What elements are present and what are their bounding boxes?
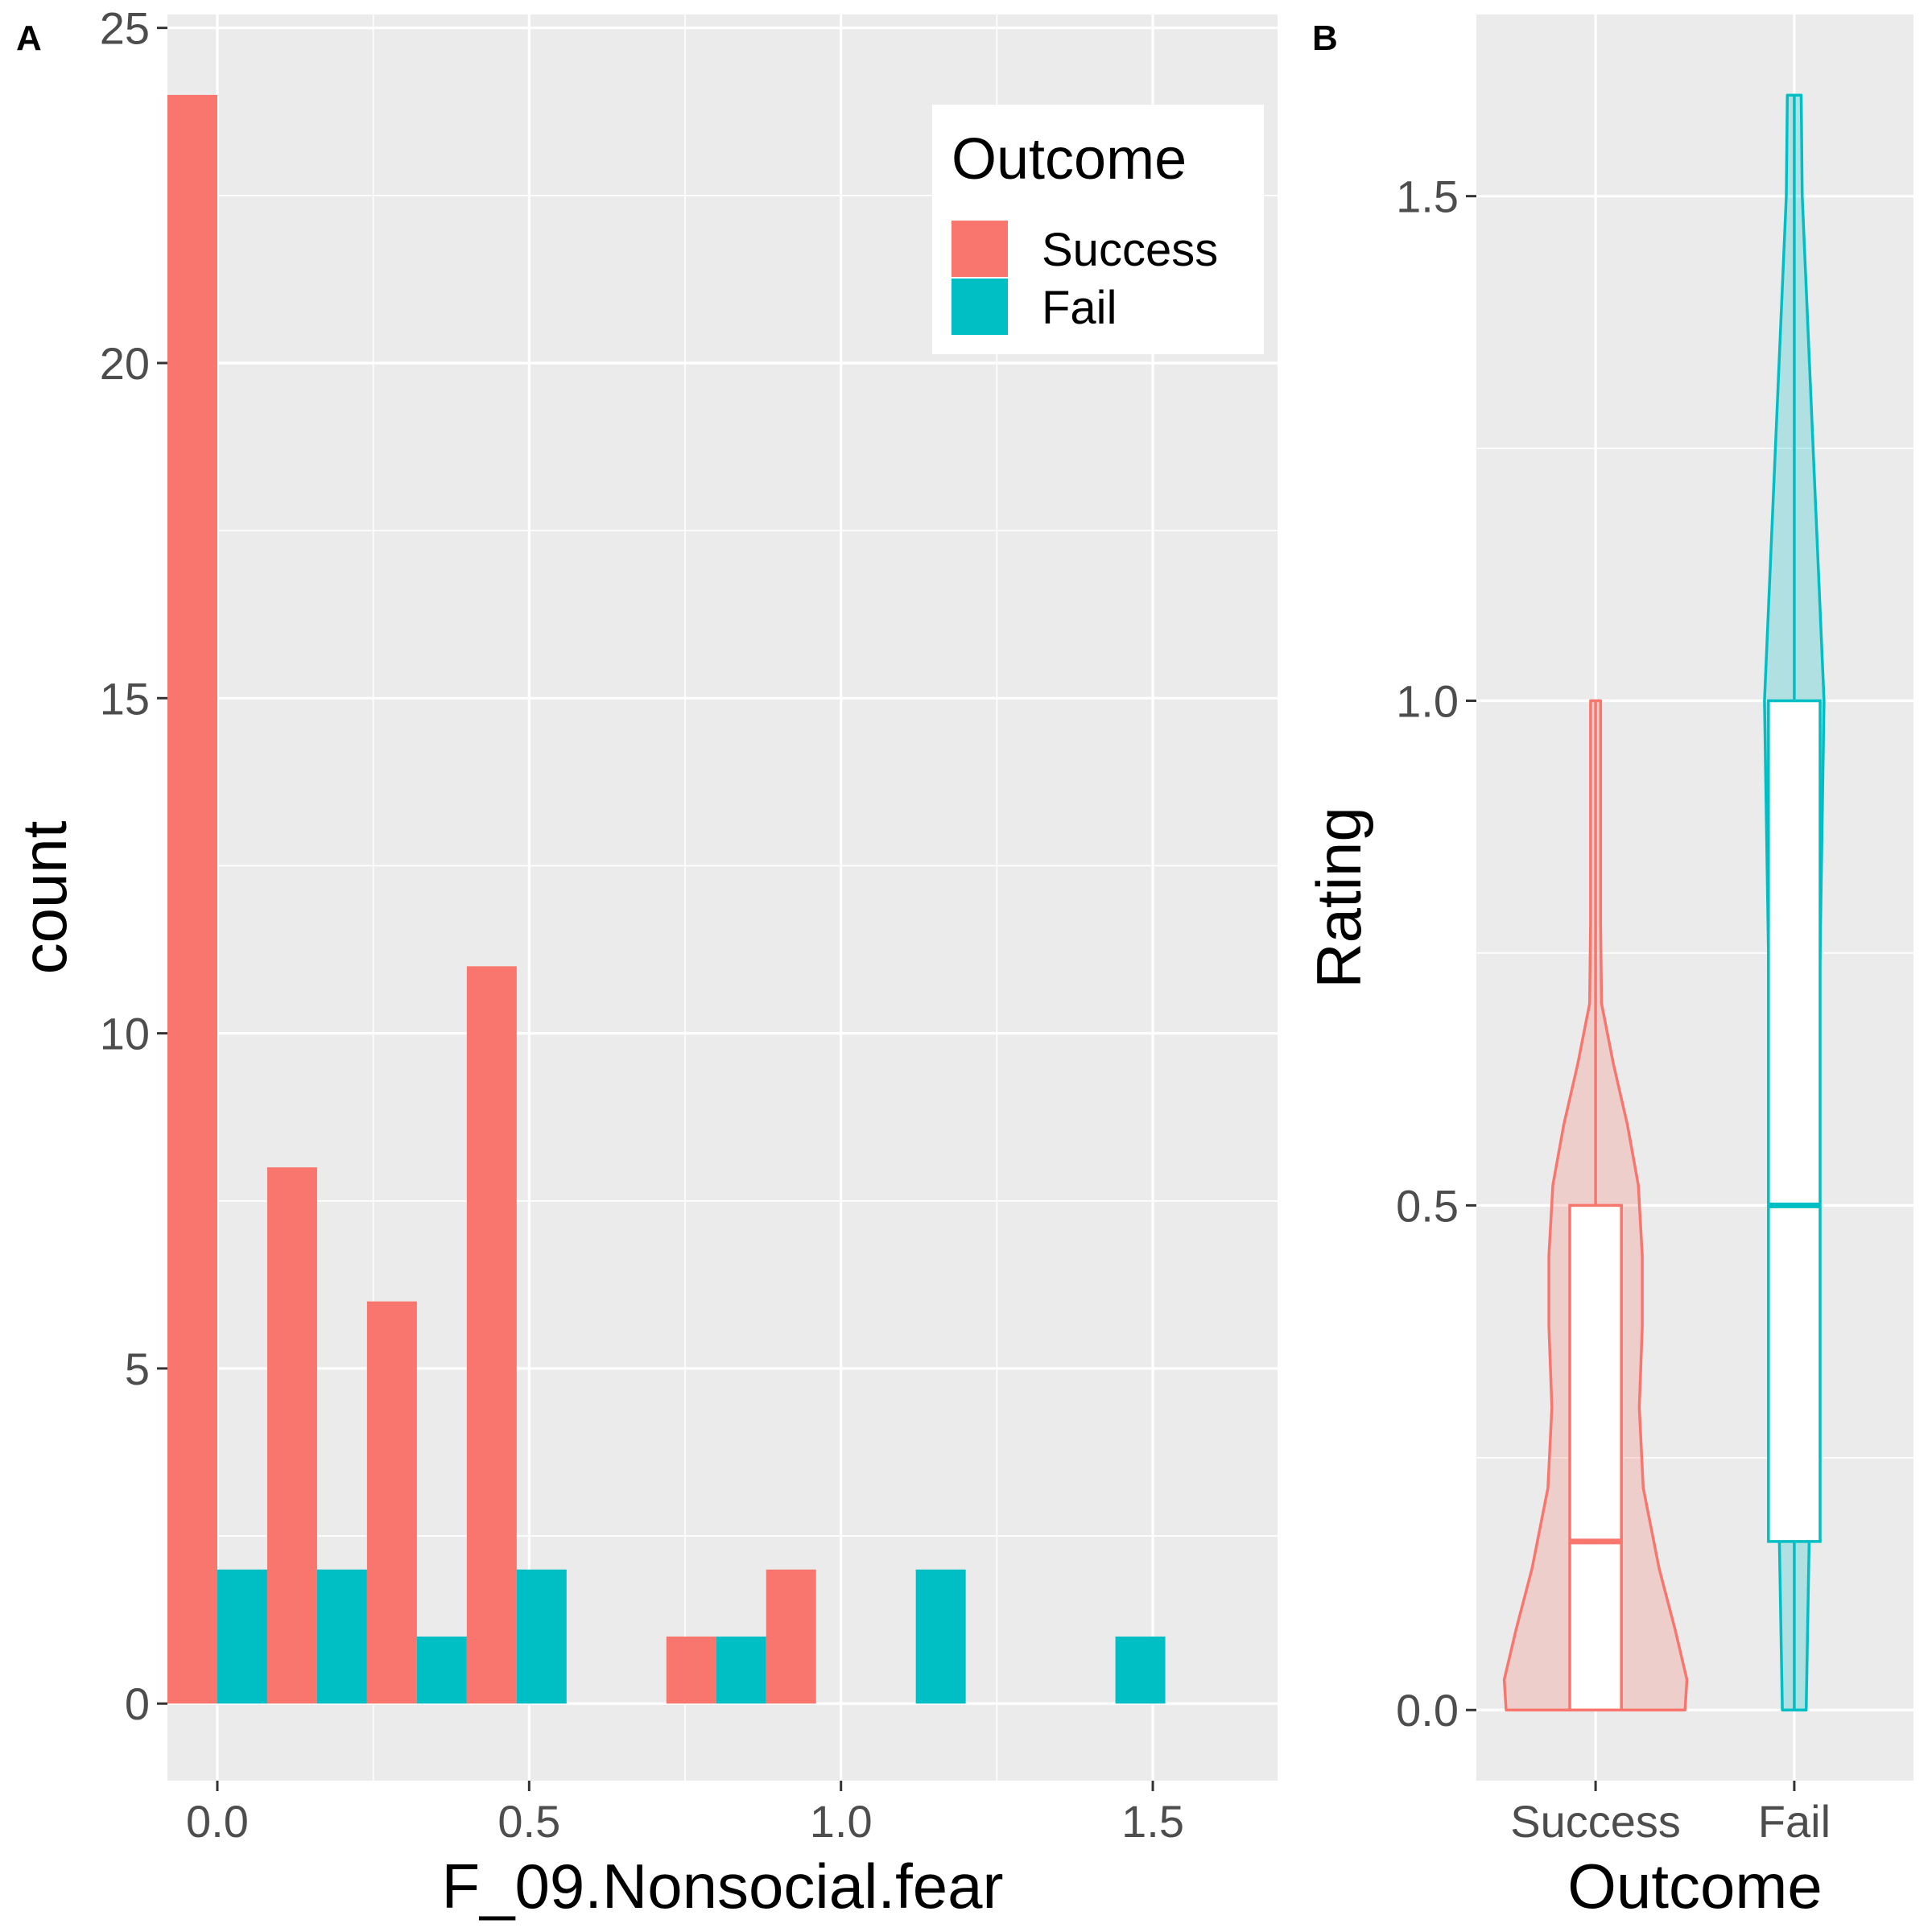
bar-success [167, 94, 217, 1704]
bar-fail [516, 1569, 567, 1704]
y-tick-label: 10 [100, 1009, 150, 1059]
y-tick-label: 25 [100, 3, 150, 54]
legend-key-fail [952, 279, 1008, 335]
y-tick-label: 1.5 [1396, 171, 1459, 222]
bar-fail [316, 1569, 367, 1704]
box-success [1568, 1203, 1623, 1711]
y-tick-label: 5 [125, 1344, 150, 1394]
violin-y-axis: 0.0 0.5 1.0 1.5 [1396, 171, 1476, 1736]
legend-key-success [952, 221, 1008, 277]
x-tick-label: 1.5 [1121, 1796, 1184, 1847]
box-fail [1767, 699, 1822, 1543]
histogram-bars [167, 94, 1166, 1704]
x-tick-label: Success [1510, 1796, 1681, 1847]
legend-title: Outcome [952, 127, 1187, 192]
violin-panel: 0.0 0.5 1.0 1.5 Success Fail B Outcome Ratin… [1303, 14, 1913, 1922]
bar-fail [1115, 1636, 1166, 1704]
y-tick-label: 0.5 [1396, 1180, 1459, 1231]
bar-success [366, 1301, 417, 1704]
bar-fail [915, 1569, 966, 1704]
histogram-x-axis-title: F_09.Nonsocial.fear [441, 1851, 1003, 1922]
bar-fail [716, 1636, 766, 1704]
panel-label-a: A [16, 19, 42, 58]
panel-label-b: B [1312, 19, 1338, 58]
histogram-y-axis-title: count [9, 820, 80, 974]
legend-label-fail: Fail [1042, 282, 1117, 334]
y-tick-label: 0.0 [1396, 1685, 1459, 1736]
bar-success [466, 966, 517, 1704]
legend-label-success: Success [1042, 224, 1218, 276]
y-tick-label: 15 [100, 673, 150, 724]
violin-x-axis-title: Outcome [1567, 1851, 1822, 1922]
violin-marks [1502, 93, 1826, 1711]
histogram-y-axis: 0 5 10 15 20 25 [100, 3, 167, 1729]
y-tick-label: 1.0 [1396, 676, 1459, 727]
bar-success [766, 1569, 816, 1704]
bar-fail [217, 1569, 267, 1704]
y-tick-label: 20 [100, 338, 150, 389]
x-tick-label: Fail [1758, 1796, 1831, 1847]
bar-fail [416, 1636, 467, 1704]
y-tick-label: 0 [125, 1678, 150, 1729]
histogram-panel: 0 5 10 15 20 25 0.0 0.5 1.0 1.5 A F_09.Nonsocial… [9, 3, 1278, 1922]
histogram-x-axis: 0.0 0.5 1.0 1.5 [186, 1781, 1184, 1847]
bar-success [266, 1167, 317, 1704]
x-tick-label: 1.0 [810, 1796, 873, 1847]
violin-x-axis: Success Fail [1510, 1781, 1831, 1847]
x-tick-label: 0.0 [186, 1796, 249, 1847]
bar-success [666, 1636, 716, 1704]
violin-y-axis-title: Rating [1303, 807, 1374, 988]
legend: Outcome Success Fail [932, 105, 1264, 354]
x-tick-label: 0.5 [497, 1796, 560, 1847]
